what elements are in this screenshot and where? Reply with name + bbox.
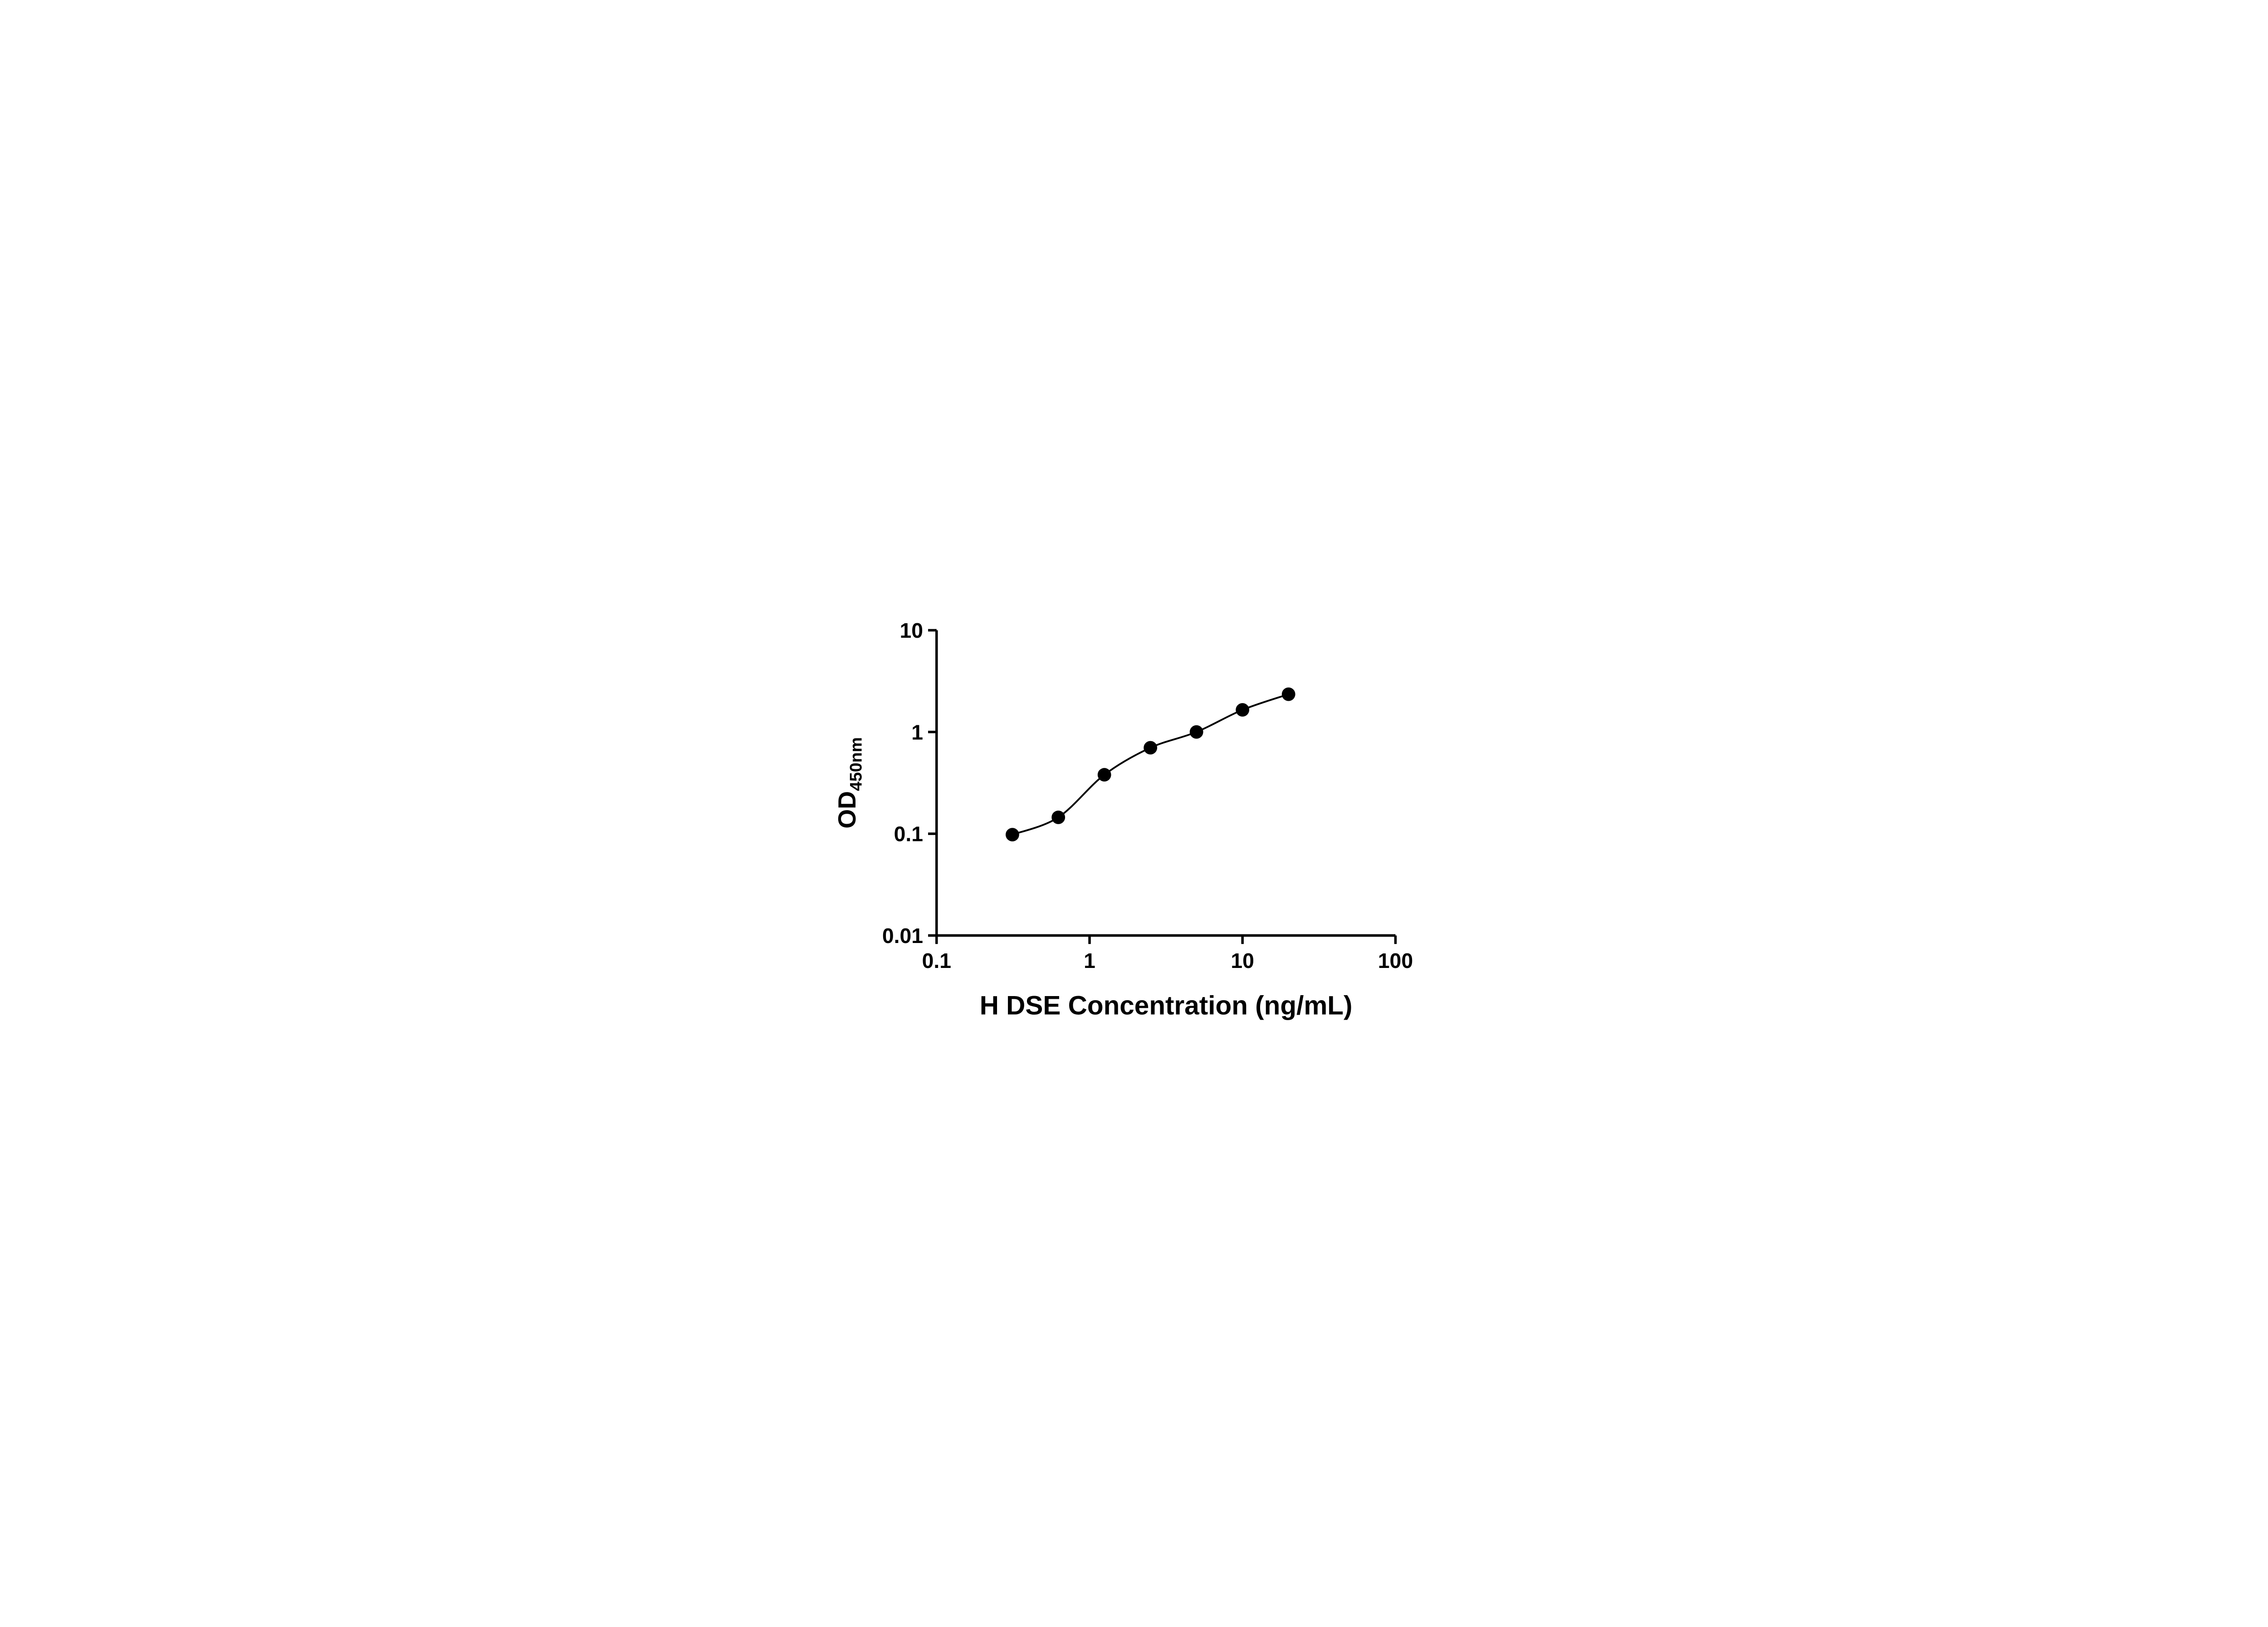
- x-axis-tick-label: 10: [1231, 949, 1254, 972]
- data-point: [1051, 810, 1066, 824]
- x-axis-tick-label: 100: [1378, 949, 1413, 972]
- y-axis-tick-label: 0.1: [894, 822, 923, 845]
- y-axis-tick-label: 10: [899, 619, 923, 642]
- data-point: [1281, 687, 1295, 701]
- data-point: [1144, 741, 1158, 755]
- y-axis-tick-label: 1: [911, 720, 923, 744]
- y-axis-title: OD450nm: [833, 737, 865, 829]
- axis-frame: [935, 630, 1396, 937]
- x-axis-title: H DSE Concentration (ng/mL): [980, 991, 1353, 1020]
- data-point: [1006, 827, 1019, 841]
- data-point: [1189, 725, 1203, 739]
- y-axis-tick-label: 0.01: [882, 924, 923, 948]
- data-point: [1236, 703, 1250, 717]
- x-axis-tick-label: 0.1: [922, 949, 951, 972]
- x-axis-tick-label: 1: [1084, 949, 1095, 972]
- elisa-standard-curve-figure: 0.01 0.1 1 10 0.1 1 10 100 OD450nm H DSE Concentr…: [816, 589, 1452, 1038]
- data-point: [1097, 767, 1111, 782]
